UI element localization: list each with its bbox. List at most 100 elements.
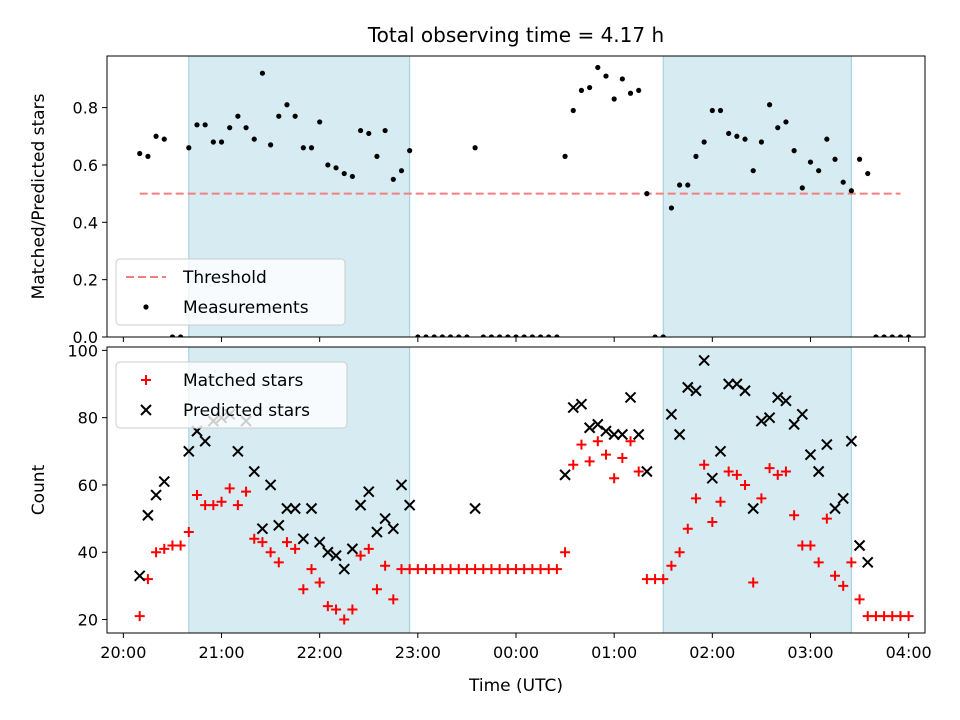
- predicted-star-point: [665, 408, 678, 421]
- measurement-point: [717, 107, 724, 114]
- matched-star-point: [216, 496, 227, 507]
- predicted-star-point: [641, 465, 653, 478]
- measurement-point: [693, 153, 699, 159]
- predicted-star-point: [862, 556, 874, 569]
- xlabel: Time (UTC): [468, 676, 563, 696]
- xtick-label: 23:00: [395, 643, 441, 662]
- measurement-point: [832, 156, 838, 162]
- bottom-ytick-label: 60: [78, 476, 98, 495]
- matched-star-point: [723, 466, 734, 477]
- predicted-star-point: [575, 398, 588, 410]
- measurement-point: [529, 334, 535, 337]
- measurement-point: [243, 125, 249, 131]
- top-ytick-label: 0.2: [73, 271, 98, 290]
- measurement-point: [456, 334, 462, 337]
- predicted-star-point: [698, 354, 710, 367]
- matched-star-point: [658, 574, 669, 585]
- xtick-label: 02:00: [689, 643, 735, 662]
- measurement-point: [145, 153, 151, 159]
- predicted-star-point: [804, 448, 817, 461]
- measurement-point: [169, 334, 176, 337]
- measurement-point: [865, 170, 871, 177]
- matched-star-point: [388, 594, 399, 605]
- matched-star-point: [715, 496, 726, 507]
- predicted-star-point: [371, 526, 383, 538]
- measurement-point: [685, 182, 691, 188]
- matched-star-point: [740, 479, 751, 490]
- predicted-star-point: [632, 428, 645, 441]
- matched-star-point: [609, 473, 620, 484]
- measurement-point: [439, 334, 445, 337]
- measurement-point: [701, 139, 707, 145]
- measurement-point: [210, 139, 216, 145]
- measurement-point: [251, 136, 257, 142]
- measurement-point: [848, 188, 854, 194]
- predicted-star-point: [608, 428, 620, 441]
- measurement-point: [284, 102, 290, 108]
- measurement-point: [807, 159, 814, 165]
- top-ytick-label: 0.6: [73, 156, 98, 175]
- measurement-point: [186, 145, 192, 151]
- predicted-star-point: [273, 519, 285, 532]
- matched-star-point: [257, 537, 268, 548]
- measurement-point: [856, 156, 863, 162]
- measurement-point: [505, 334, 511, 337]
- measurement-point: [562, 153, 568, 159]
- predicted-star-point: [379, 512, 391, 525]
- matched-star-point: [560, 547, 571, 558]
- predicted-star-point: [821, 438, 833, 451]
- top-points: [137, 64, 912, 337]
- measurement-point: [521, 334, 527, 337]
- measurement-point: [554, 334, 560, 337]
- matched-star-point: [846, 557, 857, 568]
- matched-star-point: [249, 533, 260, 544]
- measurement-point: [766, 102, 773, 108]
- measurement-point: [374, 153, 380, 159]
- predicted-star-point: [731, 378, 743, 390]
- matched-star-point: [241, 486, 252, 497]
- predicted-star-point: [183, 445, 195, 458]
- predicted-star-point: [567, 401, 579, 414]
- matched-star-point: [592, 436, 603, 447]
- matched-star-point: [600, 449, 611, 460]
- measurement-point: [897, 334, 904, 337]
- measurement-point: [407, 148, 413, 154]
- predicted-star-point: [780, 395, 792, 407]
- measurement-point: [611, 96, 617, 102]
- measurement-point: [513, 334, 519, 337]
- measurement-point: [636, 87, 642, 94]
- bottom-legend-box: [115, 361, 348, 429]
- predicted-star-point: [755, 415, 768, 427]
- measurement-point: [791, 148, 797, 154]
- measurement-point: [742, 136, 748, 142]
- matched-star-point: [805, 540, 816, 551]
- measurement-point: [587, 84, 593, 91]
- measurement-point: [775, 125, 781, 131]
- predicted-star-point: [322, 546, 334, 558]
- matched-star-point: [780, 466, 791, 477]
- matched-star-point: [764, 463, 775, 474]
- measurement-point: [644, 191, 650, 197]
- measurement-point: [235, 113, 241, 119]
- measurement-point: [799, 185, 805, 191]
- measurement-point: [325, 162, 331, 168]
- matched-star-point: [224, 483, 235, 494]
- matched-star-point: [568, 459, 579, 470]
- legend-matched-label: Matched stars: [183, 371, 303, 391]
- measurement-point: [881, 334, 887, 337]
- xtick-label: 22:00: [297, 643, 343, 662]
- matched-star-point: [265, 547, 276, 558]
- measurement-point: [488, 334, 495, 337]
- measurement-point: [660, 334, 666, 337]
- xtick-label: 03:00: [787, 643, 833, 662]
- predicted-star-point: [313, 536, 326, 548]
- matched-star-point: [821, 513, 832, 524]
- measurement-point: [341, 170, 347, 177]
- predicted-star-point: [469, 502, 481, 515]
- matched-star-point: [551, 564, 562, 575]
- bottom-ytick-label: 40: [78, 543, 98, 562]
- predicted-star-point: [142, 509, 154, 521]
- predicted-star-point: [845, 435, 858, 447]
- matched-star-point: [281, 537, 292, 548]
